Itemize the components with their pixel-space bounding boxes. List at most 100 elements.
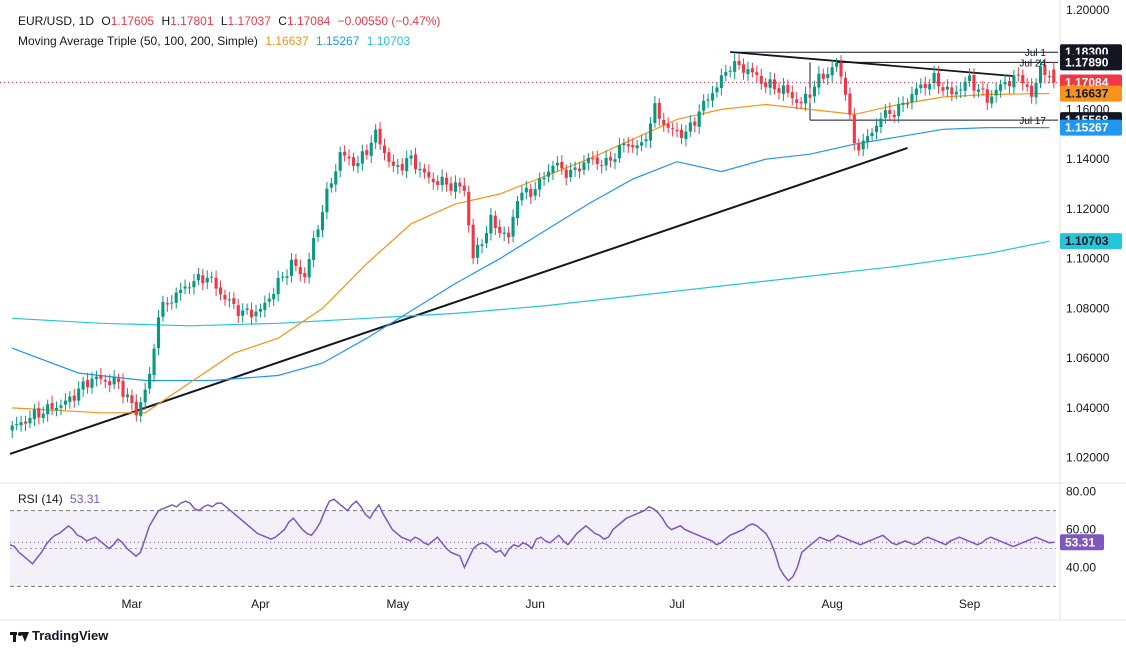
candle bbox=[449, 183, 453, 191]
candle bbox=[799, 101, 803, 104]
candle bbox=[533, 189, 537, 196]
candle bbox=[999, 84, 1003, 91]
tradingview-logo[interactable]: TradingView bbox=[10, 628, 108, 643]
candle bbox=[263, 302, 267, 310]
candle bbox=[812, 86, 816, 97]
support-trendline bbox=[9, 147, 908, 455]
change-value: −0.00550 (−0.47%) bbox=[337, 14, 441, 28]
candle bbox=[413, 154, 418, 170]
candle bbox=[338, 152, 342, 171]
candle bbox=[152, 348, 156, 376]
candle bbox=[524, 187, 528, 193]
candle bbox=[489, 214, 493, 234]
candle bbox=[936, 72, 941, 87]
candle bbox=[1003, 81, 1007, 85]
candle bbox=[644, 139, 648, 142]
candle bbox=[577, 168, 582, 172]
x-tick-label: Jun bbox=[526, 597, 545, 611]
candle bbox=[72, 395, 76, 401]
candle bbox=[374, 129, 378, 143]
candle bbox=[329, 183, 333, 188]
candle bbox=[462, 185, 466, 191]
candle bbox=[595, 157, 599, 165]
candle bbox=[23, 421, 28, 424]
candle bbox=[905, 103, 910, 105]
candle bbox=[919, 84, 923, 89]
candle bbox=[1047, 76, 1051, 78]
ma200-line bbox=[12, 240, 1050, 327]
candle bbox=[857, 143, 861, 151]
candle bbox=[626, 144, 630, 147]
rsi-legend: RSI (14) 53.31 bbox=[18, 492, 104, 506]
candle bbox=[897, 104, 901, 116]
candle bbox=[954, 91, 958, 95]
candle bbox=[241, 310, 245, 316]
candle bbox=[662, 119, 666, 126]
candle bbox=[467, 191, 471, 226]
candle bbox=[320, 212, 325, 231]
candle bbox=[653, 103, 657, 123]
ma-legend-label: Moving Average Triple (50, 100, 200, Sim… bbox=[18, 34, 258, 48]
candle bbox=[1007, 81, 1012, 87]
candle bbox=[351, 157, 356, 166]
candle bbox=[378, 128, 382, 145]
candle bbox=[848, 93, 852, 115]
rsi-axis-label: 53.31 bbox=[1065, 535, 1095, 549]
candle bbox=[724, 72, 728, 76]
rsi-axis-label-bg bbox=[1060, 534, 1104, 551]
candle bbox=[945, 86, 949, 90]
candle bbox=[365, 150, 369, 155]
candle bbox=[795, 99, 799, 103]
candle bbox=[569, 169, 573, 178]
candle bbox=[697, 111, 701, 127]
candle bbox=[440, 176, 444, 185]
candle bbox=[671, 128, 675, 130]
candle bbox=[777, 88, 781, 93]
candle bbox=[600, 165, 604, 167]
candle bbox=[923, 83, 927, 89]
candle bbox=[343, 151, 347, 156]
candle bbox=[81, 381, 85, 390]
symbol-label: EUR/USD, 1D bbox=[18, 14, 95, 28]
high-label: H bbox=[161, 14, 171, 28]
ma50-line bbox=[12, 92, 1050, 414]
candle bbox=[538, 178, 542, 190]
candle bbox=[1012, 75, 1016, 88]
candle bbox=[564, 169, 568, 178]
candle bbox=[892, 114, 896, 118]
resistance-trendline bbox=[730, 51, 1014, 78]
rsi-tick-label: 80.00 bbox=[1066, 485, 1096, 499]
low-label: L bbox=[220, 14, 228, 28]
candle bbox=[746, 69, 750, 74]
candle bbox=[41, 413, 45, 418]
candle bbox=[121, 380, 125, 397]
candle bbox=[888, 110, 892, 114]
candle bbox=[103, 379, 107, 382]
candle bbox=[511, 216, 515, 237]
candle bbox=[821, 73, 825, 79]
close-label: C bbox=[278, 14, 287, 28]
candle bbox=[609, 157, 613, 161]
candle bbox=[750, 68, 754, 73]
candle bbox=[356, 162, 360, 167]
candle bbox=[143, 389, 147, 403]
candle bbox=[675, 129, 679, 132]
candle bbox=[635, 145, 639, 149]
candle bbox=[125, 394, 130, 398]
candle bbox=[139, 402, 143, 417]
candle bbox=[307, 259, 311, 278]
candle bbox=[781, 85, 785, 94]
candle bbox=[879, 118, 883, 127]
candle bbox=[396, 165, 400, 167]
candle bbox=[737, 60, 741, 66]
candle bbox=[914, 88, 918, 96]
candle bbox=[68, 396, 72, 402]
candle bbox=[728, 70, 732, 72]
price-axis-label: 1.16637 bbox=[1065, 87, 1109, 101]
candle bbox=[10, 425, 14, 431]
candle bbox=[254, 311, 258, 317]
candle bbox=[227, 299, 231, 301]
candle bbox=[422, 168, 426, 173]
candle bbox=[852, 115, 856, 144]
